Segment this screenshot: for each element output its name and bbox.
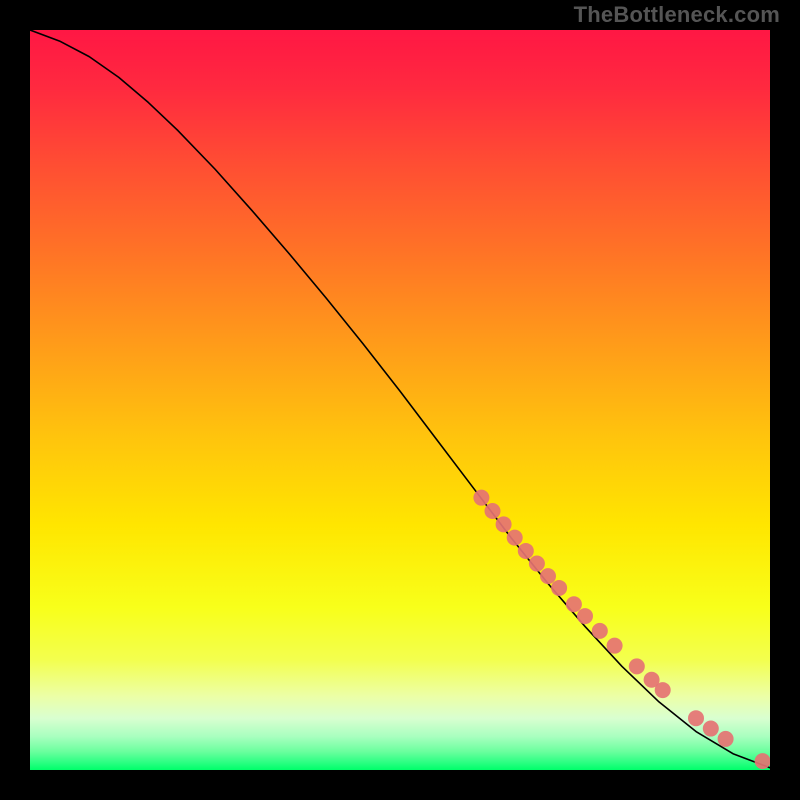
data-marker — [540, 568, 556, 584]
data-marker — [629, 658, 645, 674]
data-marker — [718, 731, 734, 747]
data-marker — [755, 753, 770, 769]
chart-overlay — [30, 30, 770, 770]
data-marker — [473, 490, 489, 506]
data-marker — [607, 638, 623, 654]
data-markers-group — [473, 490, 770, 769]
data-marker — [566, 596, 582, 612]
data-marker — [551, 580, 567, 596]
data-marker — [529, 556, 545, 572]
bottleneck-curve — [30, 30, 770, 768]
data-marker — [518, 543, 534, 559]
data-marker — [655, 682, 671, 698]
chart-frame: TheBottleneck.com — [0, 0, 800, 800]
data-marker — [496, 516, 512, 532]
plot-area — [30, 30, 770, 770]
data-marker — [688, 710, 704, 726]
watermark-text: TheBottleneck.com — [574, 2, 780, 28]
data-marker — [507, 530, 523, 546]
data-marker — [485, 503, 501, 519]
data-marker — [592, 623, 608, 639]
data-marker — [577, 608, 593, 624]
data-marker — [703, 721, 719, 737]
